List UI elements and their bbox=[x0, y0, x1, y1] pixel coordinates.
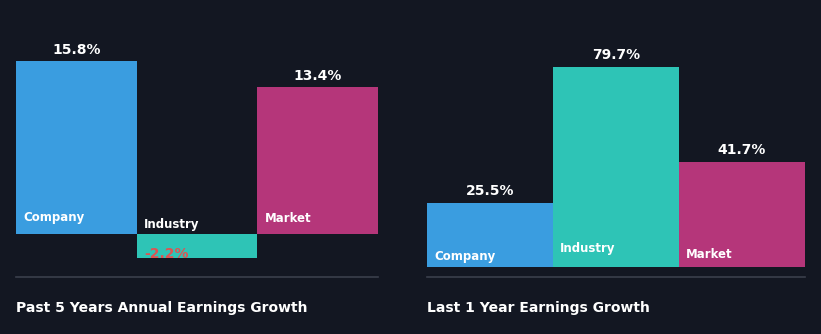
Text: Past 5 Years Annual Earnings Growth: Past 5 Years Annual Earnings Growth bbox=[16, 301, 308, 315]
Text: Market: Market bbox=[264, 212, 311, 225]
Bar bbox=[16, 61, 137, 234]
Text: 13.4%: 13.4% bbox=[293, 69, 342, 83]
Text: 15.8%: 15.8% bbox=[53, 43, 101, 57]
Bar bbox=[553, 67, 679, 267]
Text: Market: Market bbox=[686, 248, 733, 261]
Bar bbox=[137, 234, 257, 258]
Text: Company: Company bbox=[434, 250, 496, 263]
Text: 79.7%: 79.7% bbox=[592, 48, 640, 62]
Text: Industry: Industry bbox=[561, 242, 616, 255]
Text: 25.5%: 25.5% bbox=[466, 184, 514, 198]
Bar bbox=[427, 203, 553, 267]
Text: Last 1 Year Earnings Growth: Last 1 Year Earnings Growth bbox=[427, 301, 649, 315]
Text: -2.2%: -2.2% bbox=[144, 247, 189, 262]
Text: Company: Company bbox=[24, 210, 85, 223]
Bar bbox=[257, 88, 378, 234]
Bar bbox=[679, 162, 805, 267]
Text: 41.7%: 41.7% bbox=[718, 143, 766, 157]
Text: Industry: Industry bbox=[144, 218, 200, 231]
